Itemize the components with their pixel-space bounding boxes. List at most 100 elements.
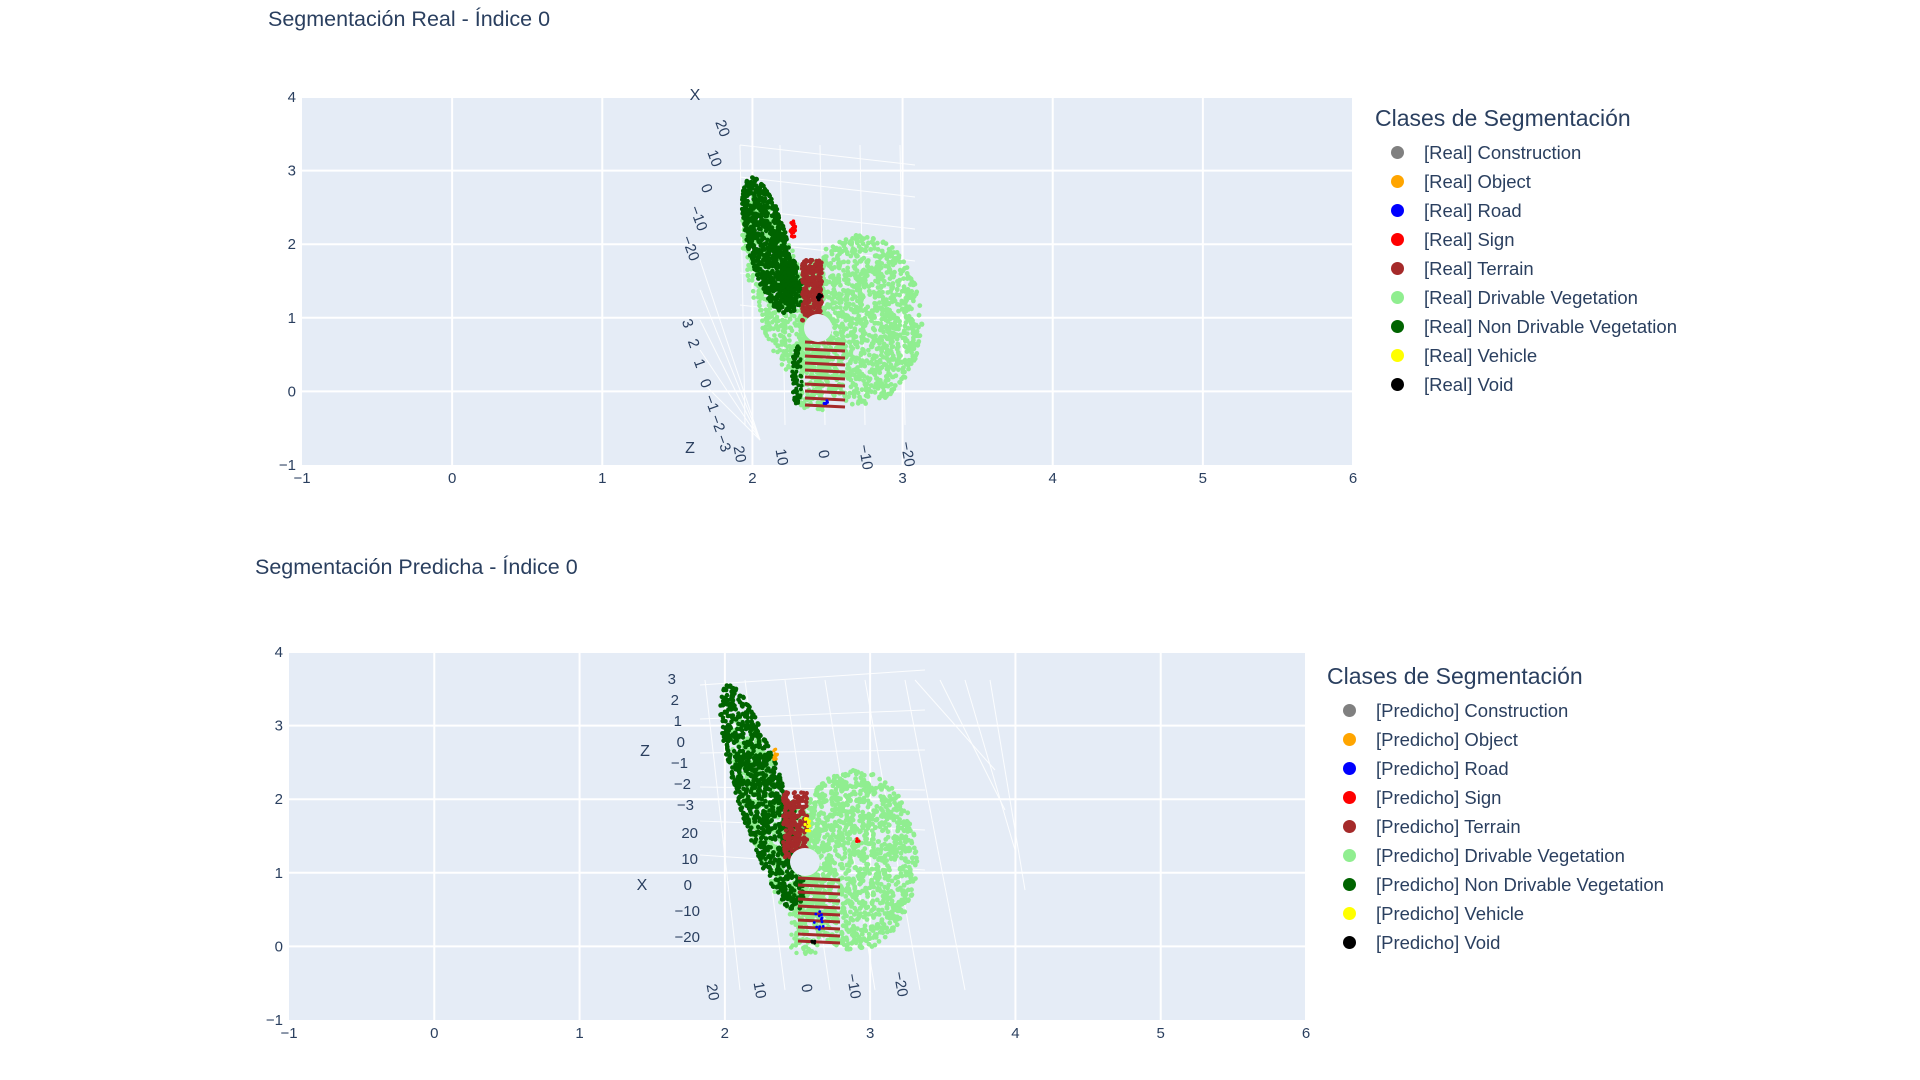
- pred-point-drivable-vegetation: [891, 906, 896, 912]
- pred-point-drivable-vegetation: [858, 911, 863, 916]
- pred-y-tick-label: 4: [275, 644, 283, 661]
- real-cluster-terrain: [799, 257, 825, 324]
- pred-scene-gridline: [914, 679, 996, 771]
- real-scene-gridline: [739, 176, 916, 198]
- real-legend-item[interactable]: [Real] Construction: [1375, 138, 1677, 167]
- real-point-drivable-vegetation: [871, 289, 877, 295]
- real-point-drivable-vegetation: [840, 311, 846, 317]
- real-scene-gridline: [699, 259, 761, 441]
- real-point-non-drivable-vegetation: [769, 225, 775, 230]
- real-point-non-drivable-vegetation: [762, 246, 767, 252]
- pred-point-drivable-vegetation: [820, 872, 826, 877]
- real-point-drivable-vegetation: [886, 263, 891, 269]
- pred-point-drivable-vegetation: [857, 876, 862, 881]
- real-point-sign: [789, 228, 793, 232]
- real-point-non-drivable-vegetation: [766, 264, 771, 270]
- pred-plot[interactable]: −1 0 1 2 3 4 5 6−101234Z3210−1−2−3X20100−10−202…: [0, 540, 1920, 1080]
- real-point-sign: [791, 221, 796, 226]
- real-point-sign: [793, 225, 797, 230]
- real-point-drivable-vegetation: [861, 283, 867, 288]
- real-point-drivable-vegetation: [869, 318, 874, 324]
- real-point-drivable-vegetation: [860, 358, 865, 363]
- real-point-non-drivable-vegetation: [754, 272, 760, 278]
- real-point-drivable-vegetation: [855, 298, 860, 304]
- pred-x-tick-label: 1: [575, 1025, 583, 1042]
- real-point-drivable-vegetation: [875, 240, 880, 246]
- real-legend-item[interactable]: [Real] Vehicle: [1375, 341, 1677, 370]
- real-segmentation-panel: Segmentación Real - Índice 0 −1 0 1 2 3 4 5 6 −1…: [0, 0, 1920, 540]
- pred-point-drivable-vegetation: [850, 768, 856, 773]
- real-point-drivable-vegetation: [764, 320, 769, 325]
- real-point-non-drivable-vegetation: [777, 286, 782, 291]
- real-x-tick-label: 3: [898, 470, 906, 487]
- real-point-non-drivable-vegetation: [764, 218, 770, 224]
- pred-point-drivable-vegetation: [843, 935, 849, 941]
- pred-point-drivable-vegetation: [881, 811, 887, 817]
- real-point-terrain: [800, 317, 805, 323]
- pred-point-drivable-vegetation: [861, 902, 867, 908]
- real-legend-item[interactable]: [Real] Sign: [1375, 225, 1677, 254]
- real-point-drivable-vegetation: [865, 258, 871, 263]
- pred-point-drivable-vegetation: [872, 854, 877, 860]
- real-point-non-drivable-vegetation: [766, 257, 771, 263]
- real-scene-axis-label: Z: [685, 440, 695, 457]
- real-point-drivable-vegetation: [891, 295, 897, 301]
- pred-point-drivable-vegetation: [886, 865, 892, 871]
- real-legend-item[interactable]: [Real] Void: [1375, 370, 1677, 399]
- pred-point-drivable-vegetation: [851, 789, 857, 795]
- real-legend-item[interactable]: [Real] Drivable Vegetation: [1375, 283, 1677, 312]
- pred-point-drivable-vegetation: [819, 800, 824, 806]
- real-point-non-drivable-vegetation: [775, 218, 781, 224]
- pred-point-drivable-vegetation: [867, 801, 873, 807]
- pred-point-drivable-vegetation: [855, 803, 861, 809]
- pred-point-drivable-vegetation: [833, 787, 839, 792]
- real-point-non-drivable-vegetation: [795, 378, 800, 383]
- pred-point-drivable-vegetation: [899, 873, 905, 879]
- real-point-drivable-vegetation: [884, 366, 890, 372]
- pred-point-drivable-vegetation: [884, 905, 890, 911]
- real-legend-item[interactable]: [Real] Non Drivable Vegetation: [1375, 312, 1677, 341]
- pred-point-drivable-vegetation: [847, 852, 853, 858]
- real-point-drivable-vegetation: [781, 349, 786, 354]
- real-point-drivable-vegetation: [860, 330, 866, 336]
- real-point-drivable-vegetation: [878, 366, 883, 371]
- real-point-drivable-vegetation: [901, 259, 907, 265]
- real-point-road: [824, 401, 827, 405]
- pred-point-drivable-vegetation: [869, 866, 875, 872]
- pred-point-drivable-vegetation: [888, 813, 894, 819]
- pred-point-drivable-vegetation: [892, 857, 898, 862]
- real-point-non-drivable-vegetation: [751, 264, 757, 270]
- real-point-drivable-vegetation: [862, 363, 868, 369]
- pred-point-drivable-vegetation: [851, 938, 857, 943]
- real-terrain-rings: [804, 340, 846, 409]
- pred-point-drivable-vegetation: [848, 915, 854, 921]
- pred-point-drivable-vegetation: [865, 867, 870, 873]
- real-point-drivable-vegetation: [848, 253, 854, 259]
- real-point-drivable-vegetation: [782, 341, 788, 346]
- real-legend-item[interactable]: [Real] Terrain: [1375, 254, 1677, 283]
- pred-point-drivable-vegetation: [873, 817, 879, 823]
- real-point-drivable-vegetation: [869, 334, 875, 340]
- pred-point-drivable-vegetation: [830, 859, 836, 865]
- real-legend-item[interactable]: [Real] Road: [1375, 196, 1677, 225]
- real-legend-item[interactable]: [Real] Object: [1375, 167, 1677, 196]
- pred-point-drivable-vegetation: [908, 828, 913, 834]
- real-point-drivable-vegetation: [856, 275, 862, 281]
- pred-scene-gridline: [864, 679, 921, 991]
- real-point-non-drivable-vegetation: [761, 286, 766, 292]
- real-y-tick-label: 4: [288, 89, 296, 106]
- real-point-drivable-vegetation: [911, 293, 917, 299]
- real-point-non-drivable-vegetation: [798, 364, 803, 369]
- real-point-drivable-vegetation: [787, 338, 792, 343]
- real-point-non-drivable-vegetation: [784, 282, 789, 288]
- pred-point-drivable-vegetation: [853, 825, 859, 831]
- real-point-drivable-vegetation: [892, 319, 898, 325]
- real-point-drivable-vegetation: [901, 365, 906, 370]
- pred-point-drivable-vegetation: [891, 817, 897, 823]
- real-point-drivable-vegetation: [830, 290, 836, 296]
- pred-point-drivable-vegetation: [828, 812, 834, 818]
- pred-point-drivable-vegetation: [829, 799, 835, 805]
- pred-point-drivable-vegetation: [885, 890, 891, 895]
- real-point-non-drivable-vegetation: [799, 383, 804, 388]
